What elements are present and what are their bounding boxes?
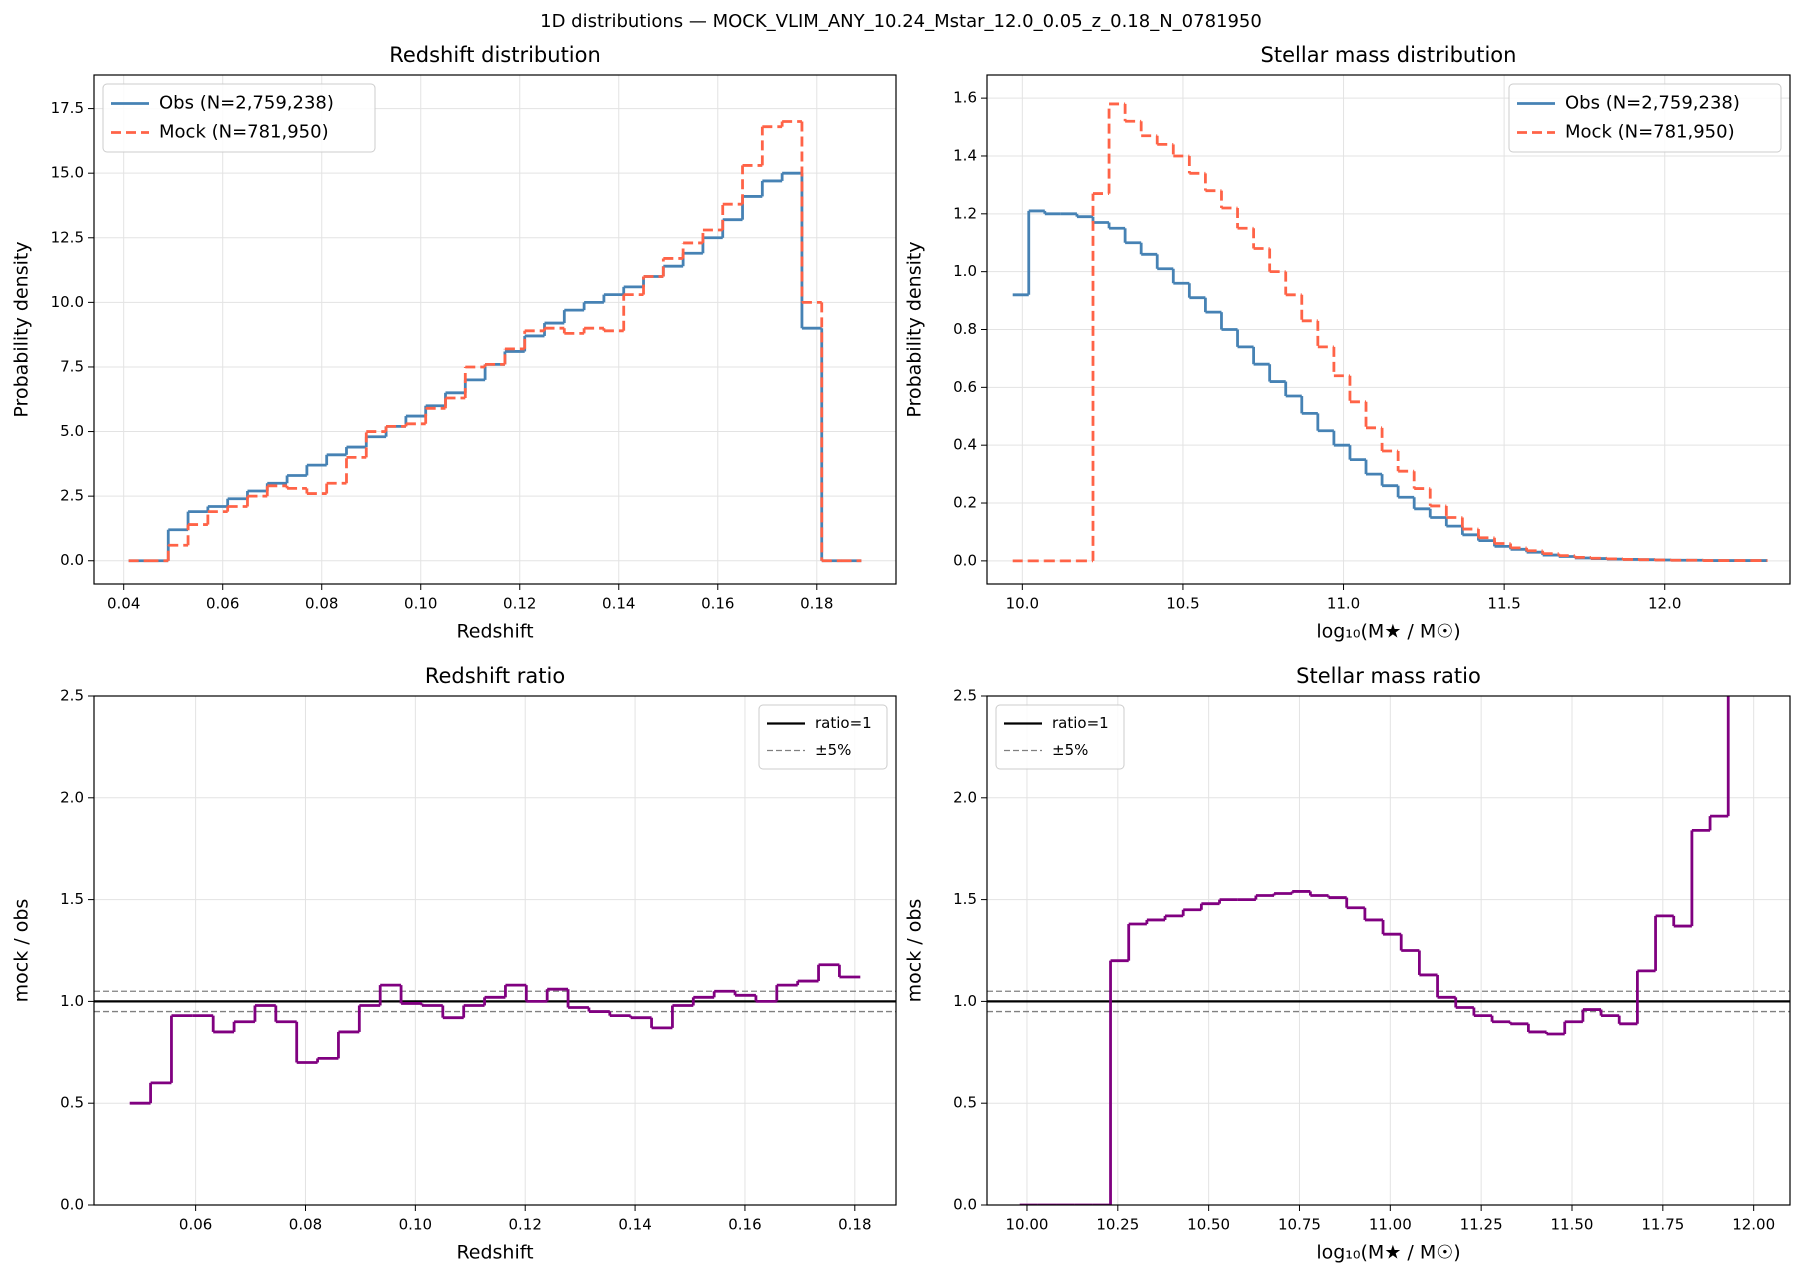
x-tick-label: 11.5 (1487, 595, 1520, 613)
y-tick-label: 1.0 (60, 992, 84, 1010)
x-tick-label: 0.14 (602, 595, 635, 613)
legend (758, 704, 888, 770)
legend-label: ratio=1 (1052, 714, 1109, 732)
y-tick-label: 0.6 (953, 378, 977, 396)
x-tick-label: 0.14 (618, 1216, 651, 1234)
x-tick-label: 0.18 (800, 595, 833, 613)
y-tick-label: 0.0 (953, 551, 977, 569)
y-tick-label: 1.0 (953, 992, 977, 1010)
y-axis-label: mock / obs (904, 899, 926, 1003)
x-tick-label: 0.08 (305, 595, 338, 613)
x-tick-label: 10.5 (1166, 595, 1199, 613)
x-tick-label: 0.06 (179, 1216, 212, 1234)
x-tick-label: 11.25 (1460, 1216, 1503, 1234)
y-tick-label: 7.5 (60, 357, 84, 375)
y-tick-label: 2.0 (60, 788, 84, 806)
x-tick-label: 0.16 (701, 595, 734, 613)
x-tick-label: 12.00 (1732, 1216, 1775, 1234)
series (1012, 209, 1768, 562)
x-tick-label: 0.16 (728, 1216, 761, 1234)
x-tick-label: 0.08 (289, 1216, 322, 1234)
y-tick-label: 1.6 (953, 89, 977, 107)
y-tick-label: 10.0 (51, 293, 84, 311)
x-axis-label: log₁₀(M★ / M☉) (1316, 621, 1460, 643)
x-tick-label: 0.18 (838, 1216, 871, 1234)
x-tick-label: 0.12 (503, 595, 536, 613)
y-tick-label: 0.5 (953, 1094, 977, 1112)
x-axis-label: Redshift (456, 621, 533, 643)
y-tick-label: 1.5 (60, 890, 84, 908)
x-tick-label: 10.0 (1006, 595, 1039, 613)
x-tick-label: 11.75 (1641, 1216, 1684, 1234)
legend-label: ±5% (1052, 741, 1088, 759)
y-tick-label: 15.0 (51, 164, 84, 182)
axes-frame (986, 695, 1791, 1206)
x-tick-label: 0.10 (399, 1216, 432, 1234)
y-tick-label: 1.0 (953, 262, 977, 280)
y-tick-label: 2.0 (953, 788, 977, 806)
y-tick-label: 0.8 (953, 320, 977, 338)
series (129, 963, 861, 1105)
x-tick-label: 0.06 (206, 595, 239, 613)
y-tick-label: 0.0 (60, 551, 84, 569)
y-tick-label: 0.5 (60, 1094, 84, 1112)
x-tick-label: 11.0 (1327, 595, 1360, 613)
legend-label: Obs (N=2,759,238) (159, 93, 334, 114)
panel-title: Redshift ratio (425, 664, 565, 688)
x-axis-label: Redshift (456, 1242, 533, 1264)
legend (1508, 83, 1782, 153)
y-tick-label: 1.4 (953, 146, 977, 164)
y-tick-label: 0.4 (953, 436, 977, 454)
y-tick-label: 0.2 (953, 494, 977, 512)
y-axis-label: Probability density (11, 241, 33, 417)
series (1012, 102, 1768, 563)
legend-label: Obs (N=2,759,238) (1565, 93, 1740, 114)
y-tick-label: 2.5 (953, 687, 977, 705)
y-tick-label: 5.0 (60, 422, 84, 440)
x-tick-label: 10.50 (1187, 1216, 1230, 1234)
y-tick-label: 17.5 (51, 99, 84, 117)
y-axis-label: mock / obs (11, 899, 33, 1003)
legend (995, 704, 1125, 770)
y-tick-label: 1.2 (953, 204, 977, 222)
figure-title: 1D distributions — MOCK_VLIM_ANY_10.24_M… (540, 11, 1262, 32)
x-tick-label: 12.0 (1648, 595, 1681, 613)
x-tick-label: 10.25 (1096, 1216, 1139, 1234)
x-tick-label: 10.75 (1278, 1216, 1321, 1234)
y-tick-label: 2.5 (60, 687, 84, 705)
series (1019, 696, 1730, 1205)
x-tick-label: 10.00 (1005, 1216, 1048, 1234)
y-tick-label: 12.5 (51, 228, 84, 246)
axes-frame (93, 695, 897, 1206)
panel-title: Stellar mass distribution (1261, 43, 1517, 67)
x-tick-label: 0.12 (509, 1216, 542, 1234)
y-axis-label: Probability density (904, 241, 926, 417)
legend (102, 83, 376, 153)
x-tick-label: 0.04 (107, 595, 140, 613)
x-axis-label: log₁₀(M★ / M☉) (1316, 1242, 1460, 1264)
legend-label: Mock (N=781,950) (159, 122, 329, 143)
y-tick-label: 0.0 (953, 1196, 977, 1214)
axes-frame (986, 74, 1791, 585)
legend-label: ±5% (815, 741, 851, 759)
panel-title: Stellar mass ratio (1296, 664, 1481, 688)
legend-label: Mock (N=781,950) (1565, 122, 1735, 143)
panel-title: Redshift distribution (389, 43, 601, 67)
legend-label: ratio=1 (815, 714, 872, 732)
y-tick-label: 2.5 (60, 487, 84, 505)
y-tick-label: 1.5 (953, 890, 977, 908)
x-tick-label: 11.50 (1551, 1216, 1594, 1234)
axes-frame (93, 74, 897, 585)
x-tick-label: 11.00 (1369, 1216, 1412, 1234)
series (128, 120, 862, 563)
y-tick-label: 0.0 (60, 1196, 84, 1214)
x-tick-label: 0.10 (404, 595, 437, 613)
